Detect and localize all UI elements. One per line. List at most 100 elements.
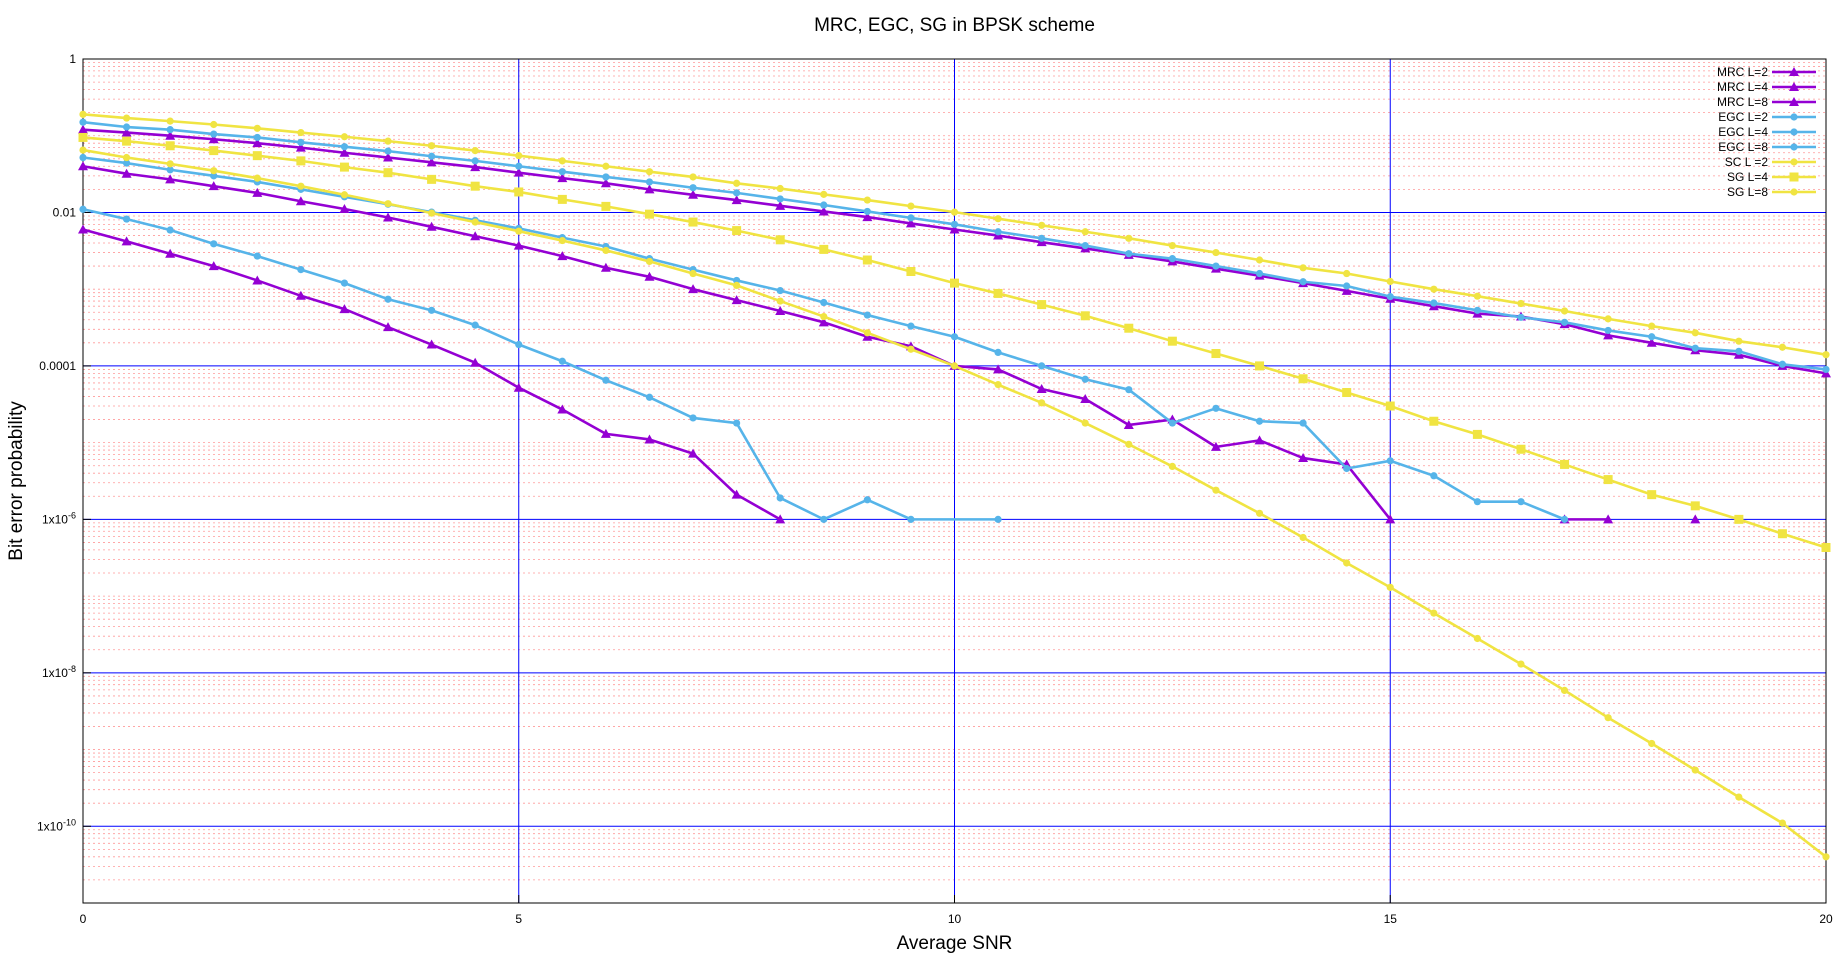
- data-point: [1168, 255, 1176, 263]
- data-point: [471, 146, 479, 155]
- data-point: [210, 167, 218, 175]
- data-point: [1386, 583, 1394, 591]
- data-point: [1517, 313, 1525, 321]
- data-point: [1386, 457, 1394, 465]
- data-point: [1648, 322, 1656, 330]
- data-point: [1168, 462, 1176, 471]
- data-point: [862, 212, 873, 222]
- data-point: [513, 167, 524, 177]
- data-point: [1298, 453, 1309, 463]
- data-point: [1299, 278, 1307, 286]
- data-point: [1038, 234, 1046, 242]
- data-point: [1648, 739, 1656, 748]
- data-point: [1212, 262, 1220, 270]
- data-point: [165, 174, 176, 184]
- data-point: [1646, 337, 1657, 347]
- data-point: [1517, 498, 1525, 506]
- data-point: [470, 162, 481, 172]
- data-point: [820, 515, 828, 523]
- x-axis-title: Average SNR: [897, 933, 1013, 953]
- data-point: [471, 157, 479, 165]
- data-point: [253, 174, 261, 182]
- data-point: [1604, 326, 1612, 335]
- data-point: [1560, 307, 1569, 315]
- data-point: [1037, 300, 1047, 310]
- data-point: [340, 191, 349, 199]
- data-point: [994, 515, 1002, 523]
- data-point: [733, 419, 741, 427]
- data-point: [1255, 361, 1265, 371]
- data-point: [558, 236, 566, 245]
- data-point: [907, 345, 915, 353]
- data-point: [1081, 228, 1089, 236]
- data-point: [1822, 351, 1830, 359]
- data-point: [1647, 490, 1657, 500]
- data-point: [602, 162, 610, 170]
- data-point: [427, 174, 437, 184]
- data-point: [907, 214, 915, 222]
- data-point: [1343, 559, 1351, 567]
- data-point: [1735, 347, 1743, 355]
- data-point: [1691, 766, 1699, 774]
- data-point: [1036, 384, 1047, 394]
- data-point: [208, 134, 219, 144]
- data-point: [210, 172, 218, 180]
- legend-marker: [1789, 97, 1799, 106]
- data-point: [994, 381, 1002, 389]
- data-point: [600, 428, 611, 438]
- data-point: [819, 244, 829, 254]
- data-point: [166, 160, 174, 168]
- legend-marker: [1789, 172, 1799, 182]
- data-point: [252, 138, 263, 148]
- data-point: [1299, 533, 1307, 542]
- data-point: [339, 147, 350, 157]
- data-point: [384, 200, 392, 208]
- data-point: [428, 306, 436, 314]
- data-point: [645, 178, 654, 186]
- data-point: [122, 159, 131, 167]
- data-point: [689, 184, 697, 192]
- data-point: [1604, 315, 1612, 323]
- data-point: [1385, 401, 1395, 411]
- y-tick-label: 1x10-10: [37, 817, 76, 833]
- data-point: [79, 146, 87, 154]
- data-point: [1299, 419, 1307, 427]
- data-point: [820, 298, 828, 307]
- y-axis-title: Bit error probability: [6, 401, 27, 561]
- data-point: [776, 286, 784, 295]
- data-point: [602, 173, 610, 181]
- data-point: [515, 162, 523, 170]
- data-point: [296, 156, 306, 166]
- series-mrc-l-8: [78, 224, 786, 524]
- data-point: [557, 404, 568, 414]
- data-point: [1560, 515, 1569, 523]
- data-point: [1690, 514, 1701, 524]
- data-point: [253, 252, 261, 260]
- data-point: [689, 173, 697, 181]
- data-point: [1341, 285, 1352, 295]
- y-tick-label: 0.01: [53, 205, 77, 219]
- data-point: [1473, 292, 1481, 300]
- data-point: [1473, 634, 1481, 643]
- data-point: [1430, 472, 1438, 480]
- data-point: [863, 496, 871, 504]
- data-point: [1212, 404, 1220, 412]
- data-point: [78, 124, 88, 134]
- data-point: [1691, 329, 1699, 337]
- legend-label: SC L =2: [1725, 155, 1769, 169]
- data-point: [340, 279, 349, 287]
- data-point: [339, 304, 350, 314]
- data-point: [557, 173, 568, 183]
- data-point: [166, 117, 174, 125]
- data-point: [1343, 269, 1351, 278]
- x-tick-label: 0: [80, 912, 87, 926]
- data-point: [557, 251, 568, 261]
- data-point: [1735, 337, 1743, 345]
- data-point: [688, 448, 699, 458]
- legend-marker: [1789, 67, 1799, 76]
- data-point: [644, 434, 655, 444]
- data-point: [950, 220, 959, 228]
- data-point: [862, 255, 872, 265]
- legend-label: MRC L=4: [1717, 80, 1768, 94]
- data-point: [645, 168, 654, 176]
